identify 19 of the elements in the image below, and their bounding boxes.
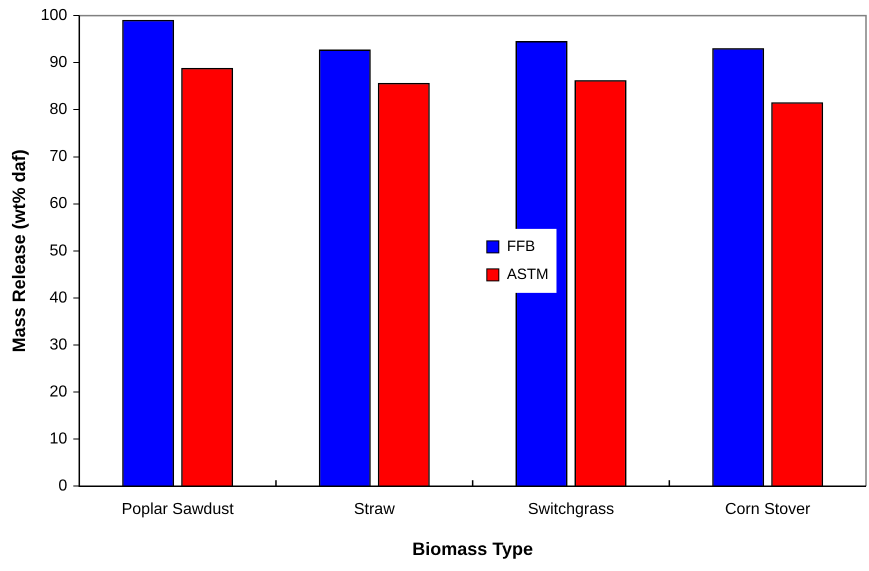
y-tick-label: 30 [50,336,68,354]
x-axis-title: Biomass Type [412,539,534,560]
y-tick-label: 60 [50,195,68,212]
y-axis-title: Mass Release (wt% daf) [8,149,29,352]
x-tick-label: Straw [354,501,396,518]
x-tick-label: Corn Stover [724,501,812,518]
y-tick-label: 70 [50,148,68,166]
y-tick-label: 80 [50,101,68,118]
legend-label: FFB [506,238,536,256]
y-tick-label: 10 [50,430,68,448]
y-tick-label: 0 [58,478,68,495]
legend-label: ASTM [506,266,548,284]
y-tick-label: 90 [50,54,68,72]
y-tick-label: 100 [40,7,68,24]
x-tick-label: Switchgrass [528,501,614,518]
y-tick-label: 50 [50,242,68,260]
y-tick-label: 20 [50,383,68,400]
y-tick-label: 40 [50,289,68,306]
x-tick-label: Poplar Sawdust [122,501,234,518]
